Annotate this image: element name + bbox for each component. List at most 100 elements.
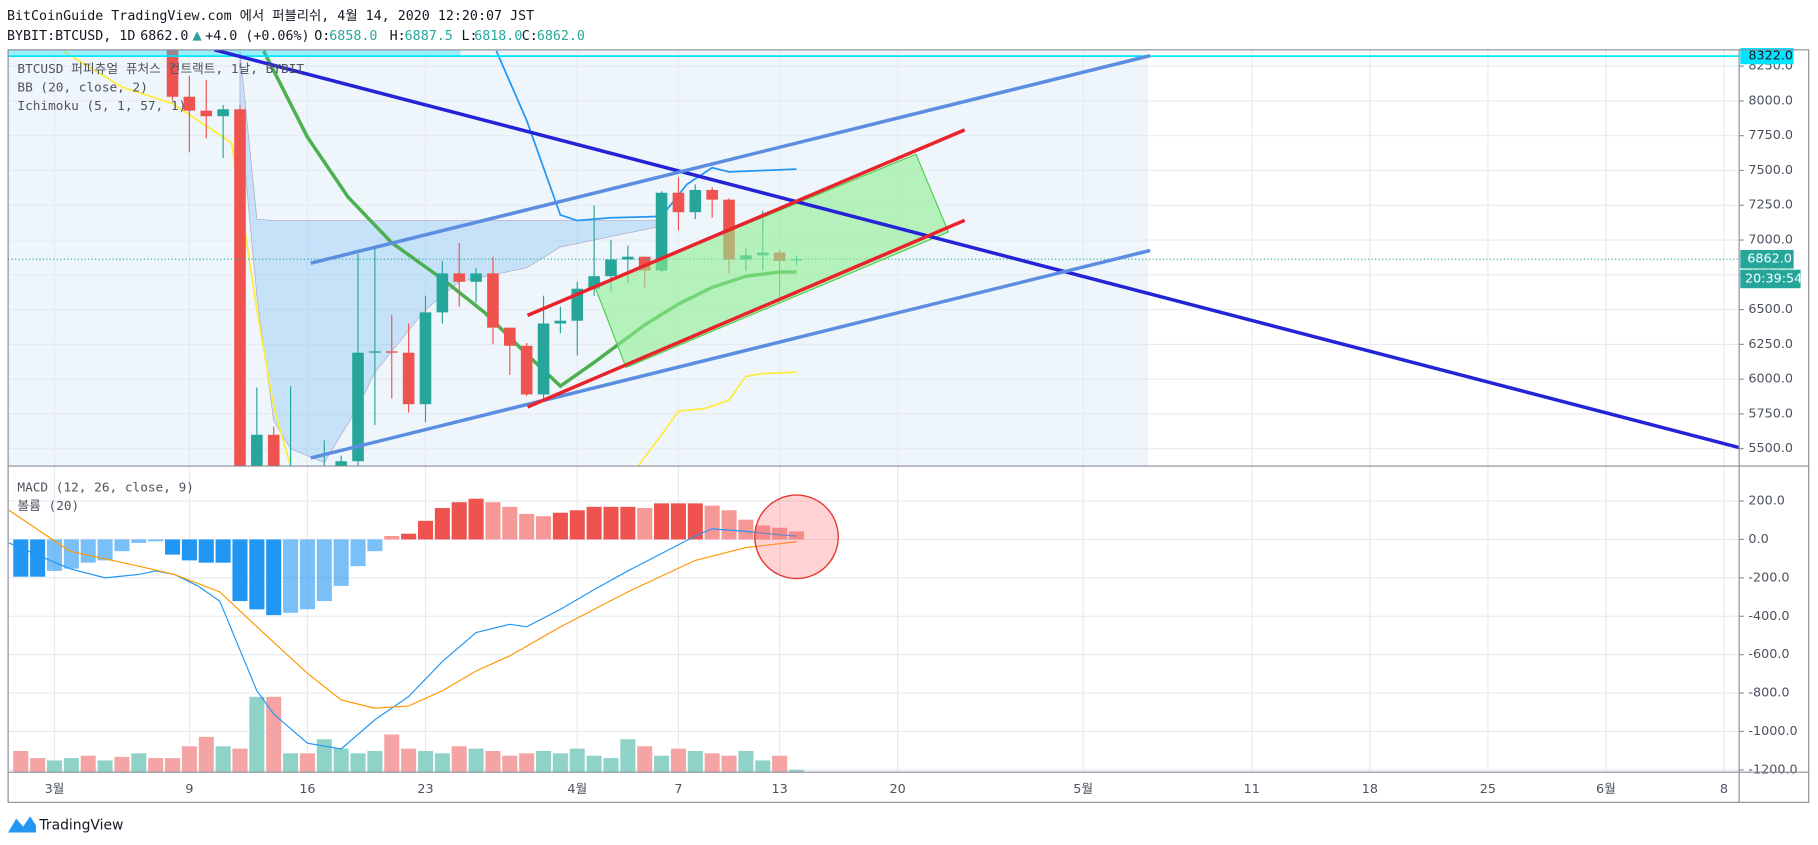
histogram-bar bbox=[434, 507, 450, 540]
volume-bar bbox=[164, 758, 181, 773]
volume-bar bbox=[367, 750, 383, 773]
x-tick-label: 6월 bbox=[1596, 782, 1616, 797]
histogram-bar bbox=[299, 539, 315, 610]
ohlc-value: 6858.0 bbox=[329, 29, 377, 44]
histogram-bar bbox=[384, 535, 400, 540]
indicator-line bbox=[8, 509, 797, 709]
drawings bbox=[214, 49, 1740, 460]
histogram-bar bbox=[603, 506, 619, 540]
y-tick-label: -600.0 bbox=[1748, 647, 1789, 662]
volume-bar bbox=[704, 753, 720, 773]
histogram-bar bbox=[131, 539, 147, 543]
candle-body bbox=[369, 351, 381, 353]
y-tick-label: -1200.0 bbox=[1748, 762, 1797, 777]
histogram-bar bbox=[148, 539, 164, 542]
candle-body bbox=[166, 49, 179, 97]
red-line bbox=[526, 218, 966, 409]
volume-bar bbox=[114, 756, 130, 773]
y-tick-label: -400.0 bbox=[1748, 609, 1789, 624]
histogram-bar bbox=[114, 539, 130, 552]
candle-body bbox=[251, 434, 263, 467]
countdown: 20:39:54 bbox=[1745, 271, 1802, 286]
histogram-bar bbox=[670, 503, 686, 540]
x-tick-label: 25 bbox=[1480, 782, 1496, 797]
volume-bar bbox=[30, 758, 46, 773]
y-tick-label: 7000.0 bbox=[1748, 233, 1793, 248]
candle-body bbox=[554, 320, 567, 324]
macd-pane bbox=[8, 494, 839, 773]
histogram-bar bbox=[164, 539, 181, 555]
histogram-bar bbox=[552, 512, 568, 540]
candle-body bbox=[672, 192, 685, 213]
candle-body bbox=[385, 351, 398, 353]
y-tick-label: 6250.0 bbox=[1748, 337, 1793, 352]
trend-line bbox=[214, 49, 1740, 450]
histogram-bar bbox=[63, 539, 79, 569]
legend-entry: BTCUSD 퍼피츄얼 퓨처스 컨트랙트, 1날, BYBIT bbox=[17, 62, 304, 77]
ohlc-value: 6887.5 bbox=[405, 29, 453, 44]
histogram-bar bbox=[755, 525, 771, 540]
histogram-bar bbox=[350, 539, 366, 567]
histogram-bar bbox=[333, 539, 349, 586]
legend-entry: MACD (12, 26, close, 9) bbox=[17, 481, 194, 496]
histogram-bar bbox=[181, 539, 197, 561]
ohlc-label: O: bbox=[314, 29, 330, 44]
candle-body bbox=[689, 189, 702, 213]
axes: 3월 9 16 23 4월 7 13 20 5월 11 18 25 6월 8 5500.0 5750.0 600… bbox=[17, 48, 1802, 797]
volume-bar bbox=[569, 748, 585, 773]
symbol: BYBIT:BTCUSD, 1D bbox=[7, 29, 135, 44]
y-tick-label: -1000.0 bbox=[1748, 724, 1797, 739]
histogram-bar bbox=[198, 539, 214, 563]
volume-bar bbox=[63, 758, 79, 773]
volume-bar bbox=[97, 760, 113, 773]
channel-lower bbox=[310, 248, 1151, 460]
ohlc-label: C: bbox=[522, 29, 538, 44]
volume-bar bbox=[434, 753, 450, 773]
candle-body bbox=[285, 468, 297, 492]
red-line bbox=[526, 128, 966, 317]
y-tick-label: -800.0 bbox=[1748, 686, 1789, 701]
legend-entry: Ichimoku (5, 1, 57, 1) bbox=[17, 99, 186, 114]
candle-body bbox=[470, 273, 482, 282]
volume-bar bbox=[46, 760, 63, 773]
histogram-bar bbox=[620, 506, 636, 540]
channel-upper bbox=[310, 53, 1151, 265]
x-tick-label: 13 bbox=[772, 782, 788, 797]
volume-bar bbox=[738, 750, 754, 773]
candle-body bbox=[487, 273, 499, 328]
volume-bar bbox=[654, 755, 670, 773]
histogram-bar bbox=[468, 498, 484, 540]
histogram-bar bbox=[637, 507, 653, 540]
histogram-bar bbox=[772, 527, 788, 540]
candle-body bbox=[638, 256, 651, 271]
histogram-bar bbox=[232, 539, 248, 602]
volume-bar bbox=[333, 748, 349, 773]
candle-body bbox=[436, 273, 449, 313]
price-label: 6862.0 bbox=[1747, 252, 1792, 267]
histogram-bar bbox=[97, 539, 113, 561]
price: 6862.0 bbox=[140, 29, 188, 44]
volume-bar bbox=[468, 748, 484, 773]
histogram-bar bbox=[485, 502, 501, 540]
publisher: BitCoinGuide TradingView.com 에서 퍼블리쉬, 4월… bbox=[7, 8, 534, 24]
x-tick-label: 16 bbox=[299, 782, 315, 797]
histogram-bar bbox=[401, 533, 417, 540]
volume-bar bbox=[350, 753, 366, 773]
legend-entry: 볼륨 (20) bbox=[17, 499, 79, 514]
volume-bar bbox=[788, 769, 805, 773]
candle-body bbox=[319, 472, 331, 518]
histogram-bar bbox=[721, 510, 737, 540]
volume-bar bbox=[299, 753, 315, 773]
price-label-box bbox=[1740, 249, 1794, 269]
up-arrow bbox=[192, 31, 202, 41]
candle-body bbox=[234, 109, 246, 467]
histogram-bar bbox=[586, 506, 602, 540]
y-tick-label: 0.0 bbox=[1748, 532, 1768, 547]
volume-bar bbox=[772, 755, 788, 773]
histogram-bar bbox=[249, 539, 265, 610]
histogram-bar bbox=[417, 520, 434, 540]
volume-bar bbox=[249, 696, 265, 773]
histogram-bar bbox=[502, 506, 518, 540]
volume-bar bbox=[198, 736, 214, 773]
candle-body bbox=[453, 273, 466, 282]
